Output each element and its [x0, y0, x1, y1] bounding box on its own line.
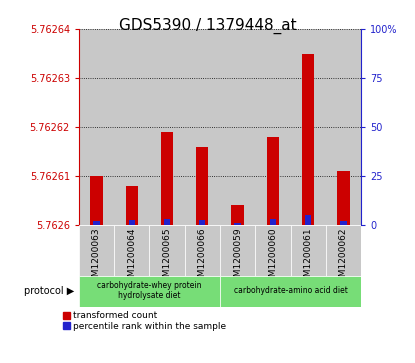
Bar [255, 225, 290, 276]
Bar [93, 221, 100, 225]
Text: carbohydrate-whey protein
hydrolysate diet: carbohydrate-whey protein hydrolysate di… [97, 281, 202, 301]
Bar [79, 29, 114, 225]
Bar [199, 220, 205, 225]
Bar [305, 215, 311, 225]
Text: GSM1200066: GSM1200066 [198, 228, 207, 288]
Bar [220, 225, 255, 276]
Bar [270, 219, 276, 225]
Bar [90, 176, 103, 225]
Text: GSM1200060: GSM1200060 [269, 228, 277, 288]
Bar [220, 276, 361, 307]
Text: carbohydrate-amino acid diet: carbohydrate-amino acid diet [234, 286, 347, 295]
Bar [126, 186, 138, 225]
Bar [114, 225, 149, 276]
Bar [340, 221, 347, 225]
Bar [79, 276, 220, 307]
Text: GSM1200065: GSM1200065 [163, 228, 171, 288]
Text: protocol ▶: protocol ▶ [24, 286, 75, 296]
Bar [255, 29, 290, 225]
Bar [232, 205, 244, 225]
Bar [161, 132, 173, 225]
Text: GSM1200061: GSM1200061 [304, 228, 312, 288]
Bar [164, 219, 170, 225]
Bar [326, 225, 361, 276]
Text: GSM1200063: GSM1200063 [92, 228, 101, 288]
Bar [337, 171, 349, 225]
Bar [220, 29, 255, 225]
Text: GSM1200064: GSM1200064 [127, 228, 136, 288]
Bar [234, 223, 241, 225]
Bar [196, 147, 208, 225]
Bar [114, 29, 149, 225]
Bar [185, 29, 220, 225]
Bar [290, 29, 326, 225]
Bar [267, 137, 279, 225]
Text: GSM1200062: GSM1200062 [339, 228, 348, 288]
Bar [326, 29, 361, 225]
Bar [302, 53, 314, 225]
Bar [79, 225, 114, 276]
Text: GDS5390 / 1379448_at: GDS5390 / 1379448_at [119, 18, 296, 34]
Text: GSM1200059: GSM1200059 [233, 228, 242, 288]
Bar [129, 220, 135, 225]
Bar [149, 225, 185, 276]
Bar [185, 225, 220, 276]
Bar [290, 225, 326, 276]
Legend: transformed count, percentile rank within the sample: transformed count, percentile rank withi… [63, 311, 227, 331]
Bar [149, 29, 185, 225]
